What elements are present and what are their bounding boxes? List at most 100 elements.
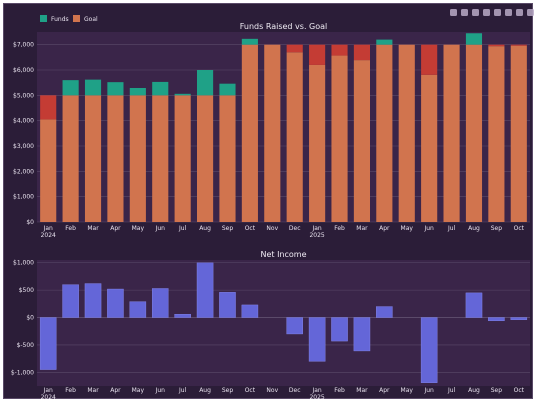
bar-goal bbox=[309, 64, 326, 222]
bar-net-income bbox=[420, 317, 438, 383]
x-tick-label: Aug bbox=[468, 225, 480, 232]
bar-goal bbox=[241, 44, 258, 222]
bar-net-income bbox=[353, 317, 371, 352]
x-tick-label: Jul bbox=[178, 387, 187, 394]
y-tick-label: $3,000 bbox=[13, 143, 34, 150]
x-tick-label: Sep bbox=[491, 387, 503, 394]
x-tick-label: Dec bbox=[289, 387, 301, 394]
bar-net-income bbox=[331, 317, 348, 342]
camera-icon[interactable] bbox=[450, 9, 457, 16]
plotly-logo-icon[interactable] bbox=[527, 9, 534, 16]
x-tick-label: 2025 bbox=[309, 232, 324, 239]
x-tick-label: Apr bbox=[110, 225, 121, 232]
bar-goal bbox=[129, 95, 146, 222]
bar-goal bbox=[219, 95, 236, 222]
bar-goal bbox=[510, 45, 527, 223]
bar-goal bbox=[376, 44, 393, 222]
bar-net-income bbox=[510, 317, 528, 320]
x-tick-label: Apr bbox=[379, 225, 390, 232]
bar-goal bbox=[107, 95, 124, 222]
plot-area-net bbox=[37, 260, 530, 386]
y-tick-label: $1,000 bbox=[13, 260, 34, 267]
bar-net-income bbox=[39, 317, 57, 370]
x-tick-label: Nov bbox=[266, 387, 278, 394]
zoom-out-icon[interactable] bbox=[494, 9, 501, 16]
bar-goal bbox=[152, 95, 169, 222]
y-tick-label: $0 bbox=[26, 315, 34, 322]
x-tick-label: Sep bbox=[491, 225, 503, 232]
legend-label: Funds bbox=[51, 16, 69, 23]
bar-funds bbox=[174, 93, 191, 96]
bar-goal bbox=[421, 74, 438, 223]
bar-goal bbox=[465, 44, 483, 222]
chart-title: Funds Raised vs. Goal bbox=[240, 22, 328, 31]
x-tick-label: Jun bbox=[155, 225, 166, 232]
x-tick-label: Feb bbox=[65, 387, 76, 394]
bar-funds bbox=[197, 70, 214, 96]
y-tick-label: $0 bbox=[26, 219, 34, 226]
bar-goal bbox=[443, 44, 460, 222]
bar-net-income bbox=[241, 304, 259, 318]
bar-goal bbox=[62, 95, 79, 222]
y-tick-label: $7,000 bbox=[13, 42, 34, 49]
bar-shortfall bbox=[510, 44, 527, 46]
zoom-icon[interactable] bbox=[461, 9, 468, 16]
legend-swatch-funds bbox=[40, 15, 47, 22]
bar-shortfall bbox=[488, 44, 505, 47]
x-tick-label: Jul bbox=[447, 225, 456, 232]
bar-shortfall bbox=[353, 44, 370, 61]
bar-goal bbox=[331, 55, 348, 223]
bar-goal bbox=[84, 95, 102, 222]
x-tick-label: May bbox=[132, 225, 145, 232]
x-tick-label: Jun bbox=[423, 225, 434, 232]
autoscale-icon[interactable] bbox=[505, 9, 512, 16]
x-tick-label: Aug bbox=[468, 387, 480, 394]
bar-net-income bbox=[84, 283, 102, 318]
y-tick-label: $2,000 bbox=[13, 168, 34, 175]
x-tick-label: Dec bbox=[289, 225, 301, 232]
y-tick-label: $1,000 bbox=[13, 194, 34, 201]
x-tick-label: Jun bbox=[155, 387, 166, 394]
bar-goal bbox=[40, 119, 57, 222]
bar-net-income bbox=[308, 317, 326, 362]
x-tick-label: Jan bbox=[311, 387, 321, 394]
y-tick-label: $6,000 bbox=[13, 67, 34, 74]
x-tick-label: Jan bbox=[43, 387, 53, 394]
x-tick-label: Oct bbox=[514, 225, 525, 232]
bar-funds bbox=[129, 87, 146, 96]
bar-net-income bbox=[107, 288, 124, 318]
x-tick-label: 2024 bbox=[41, 394, 56, 400]
x-tick-label: Feb bbox=[334, 387, 345, 394]
x-tick-label: Mar bbox=[87, 387, 99, 394]
bar-funds bbox=[376, 39, 393, 45]
bar-net-income bbox=[196, 262, 214, 318]
x-tick-label: Aug bbox=[199, 225, 211, 232]
charts-canvas: Funds Raised vs. Goal $0 $1,000 $2,000 $3,00… bbox=[11, 9, 534, 400]
x-tick-label: May bbox=[401, 225, 414, 232]
y-tick-label: $4,000 bbox=[13, 118, 34, 125]
x-tick-label: Jul bbox=[447, 387, 456, 394]
bar-net-income bbox=[488, 317, 505, 322]
legend-label: Goal bbox=[84, 16, 98, 23]
x-tick-label: Feb bbox=[334, 225, 345, 232]
pan-icon[interactable] bbox=[472, 9, 479, 16]
x-tick-label: Sep bbox=[222, 387, 234, 394]
x-tick-label: Apr bbox=[379, 387, 390, 394]
bar-funds bbox=[107, 82, 124, 96]
bar-funds bbox=[152, 81, 169, 96]
bar-net-income bbox=[376, 306, 393, 318]
bar-goal bbox=[488, 46, 505, 222]
bar-funds bbox=[62, 80, 79, 96]
x-tick-label: Oct bbox=[245, 387, 256, 394]
x-tick-label: Mar bbox=[87, 225, 99, 232]
reset-icon[interactable] bbox=[516, 9, 523, 16]
bar-funds bbox=[84, 79, 102, 96]
x-tick-label: 2025 bbox=[309, 394, 324, 400]
zoom-in-icon[interactable] bbox=[483, 9, 490, 16]
x-tick-label: Feb bbox=[65, 225, 76, 232]
legend-swatch-goal bbox=[73, 15, 80, 22]
y-tick-label: $-500 bbox=[17, 342, 35, 349]
bar-goal bbox=[353, 60, 370, 223]
bar-net-income bbox=[62, 284, 79, 318]
bar-goal bbox=[286, 52, 303, 223]
